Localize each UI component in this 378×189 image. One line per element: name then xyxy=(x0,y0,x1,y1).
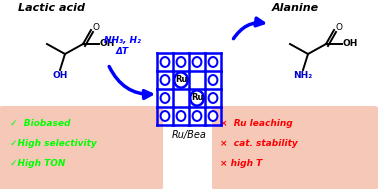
Text: × high T: × high T xyxy=(220,160,262,169)
Ellipse shape xyxy=(209,93,217,103)
Text: Lactic acid: Lactic acid xyxy=(18,3,85,13)
FancyArrowPatch shape xyxy=(234,18,263,39)
Ellipse shape xyxy=(161,93,169,103)
FancyBboxPatch shape xyxy=(212,106,378,189)
Ellipse shape xyxy=(174,72,188,88)
Text: OH: OH xyxy=(99,40,115,49)
Text: ×  cat. stability: × cat. stability xyxy=(220,139,298,149)
Ellipse shape xyxy=(177,57,185,67)
Text: ✓  Biobased: ✓ Biobased xyxy=(10,119,71,129)
Text: NH₂: NH₂ xyxy=(293,71,313,81)
Text: Alanine: Alanine xyxy=(272,3,319,13)
Text: ✓High TON: ✓High TON xyxy=(10,160,65,169)
Text: OH: OH xyxy=(342,40,358,49)
Ellipse shape xyxy=(209,57,217,67)
Ellipse shape xyxy=(177,75,185,85)
Text: OH: OH xyxy=(52,71,68,81)
Ellipse shape xyxy=(193,57,201,67)
Text: Ru: Ru xyxy=(191,94,203,102)
Text: Ru/Bea: Ru/Bea xyxy=(172,130,206,140)
Ellipse shape xyxy=(193,111,201,121)
Text: ×  Ru leaching: × Ru leaching xyxy=(220,119,293,129)
Text: ΔT: ΔT xyxy=(115,46,129,56)
Ellipse shape xyxy=(177,111,185,121)
Text: O: O xyxy=(336,22,342,32)
Ellipse shape xyxy=(161,57,169,67)
Ellipse shape xyxy=(193,93,201,103)
Ellipse shape xyxy=(209,75,217,85)
Ellipse shape xyxy=(209,111,217,121)
Text: NH₃, H₂: NH₃, H₂ xyxy=(104,36,141,46)
Text: ✓High selectivity: ✓High selectivity xyxy=(10,139,97,149)
FancyBboxPatch shape xyxy=(0,106,163,189)
Text: Ru: Ru xyxy=(175,75,187,84)
Ellipse shape xyxy=(190,90,204,106)
Ellipse shape xyxy=(161,75,169,85)
FancyArrowPatch shape xyxy=(109,67,151,98)
Text: O: O xyxy=(93,22,99,32)
Ellipse shape xyxy=(161,111,169,121)
